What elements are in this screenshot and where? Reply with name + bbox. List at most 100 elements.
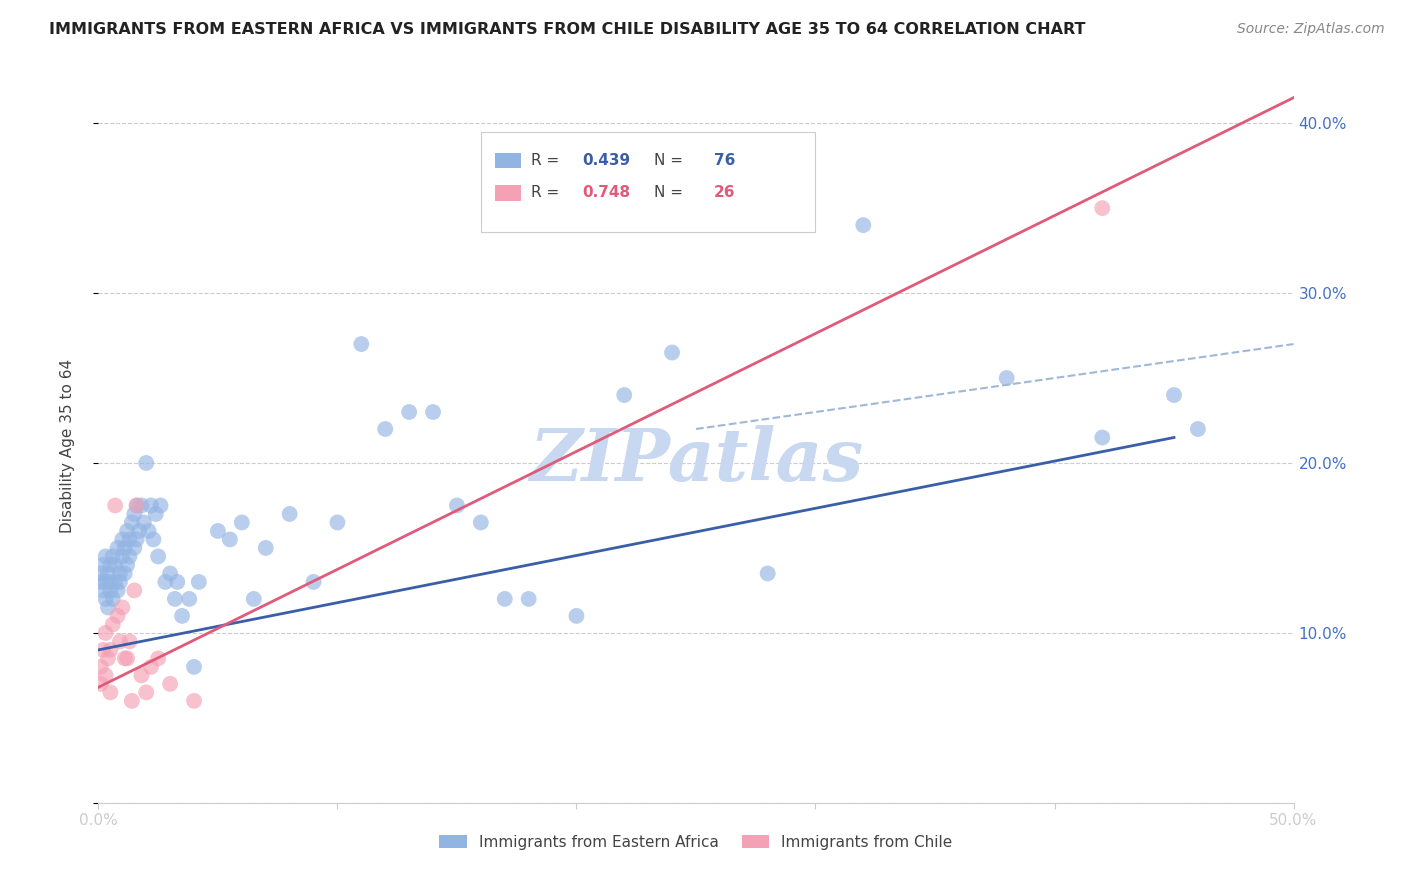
Text: Source: ZipAtlas.com: Source: ZipAtlas.com <box>1237 22 1385 37</box>
Point <box>1091 201 1114 215</box>
Point <box>91 583 114 598</box>
Point <box>565 608 588 623</box>
Point <box>494 591 516 606</box>
Point <box>107 608 129 623</box>
Point <box>90 574 112 589</box>
Point <box>98 643 122 657</box>
Point <box>124 541 146 555</box>
FancyBboxPatch shape <box>495 153 522 169</box>
Point <box>145 507 167 521</box>
Point <box>91 558 114 572</box>
Point <box>125 533 148 547</box>
Point <box>278 507 301 521</box>
Point <box>115 524 138 538</box>
Point <box>118 634 141 648</box>
Point <box>108 574 131 589</box>
Point <box>172 608 194 623</box>
Point <box>107 541 129 555</box>
Point <box>149 499 172 513</box>
Point <box>108 566 131 581</box>
Point <box>97 566 120 581</box>
Point <box>111 600 134 615</box>
Point <box>219 533 242 547</box>
Point <box>995 371 1018 385</box>
Point <box>756 566 779 581</box>
Point <box>187 574 209 589</box>
Point <box>148 651 170 665</box>
Legend: Immigrants from Eastern Africa, Immigrants from Chile: Immigrants from Eastern Africa, Immigran… <box>433 829 959 855</box>
Point <box>446 499 468 513</box>
Point <box>207 524 229 538</box>
Point <box>125 499 148 513</box>
Point <box>115 558 138 572</box>
Point <box>131 668 153 682</box>
Point <box>121 516 143 530</box>
Point <box>135 685 157 699</box>
Point <box>98 558 122 572</box>
Point <box>97 651 120 665</box>
Point <box>104 558 127 572</box>
Point <box>90 566 112 581</box>
Text: N =: N = <box>654 186 688 200</box>
Point <box>94 591 117 606</box>
Point <box>163 591 186 606</box>
Point <box>94 626 117 640</box>
Point <box>422 405 444 419</box>
Point <box>114 651 136 665</box>
Point <box>101 617 124 632</box>
Text: R =: R = <box>531 153 564 168</box>
Point <box>138 524 160 538</box>
Point <box>101 591 124 606</box>
Point <box>124 507 146 521</box>
Text: R =: R = <box>531 186 564 200</box>
Point <box>243 591 266 606</box>
Point <box>179 591 201 606</box>
Point <box>1163 388 1185 402</box>
Point <box>159 677 181 691</box>
Text: N =: N = <box>654 153 688 168</box>
Point <box>302 574 325 589</box>
Point <box>183 660 205 674</box>
Point <box>108 634 131 648</box>
Point <box>231 516 253 530</box>
Point <box>1091 430 1114 444</box>
Point <box>115 651 138 665</box>
Point <box>139 660 162 674</box>
Text: 0.748: 0.748 <box>582 186 630 200</box>
FancyBboxPatch shape <box>481 132 815 232</box>
Point <box>470 516 492 530</box>
Point <box>91 643 114 657</box>
Text: ZIPatlas: ZIPatlas <box>529 425 863 496</box>
Point <box>183 694 205 708</box>
Point <box>398 405 420 419</box>
Point <box>159 566 181 581</box>
Point <box>166 574 188 589</box>
Point <box>94 574 117 589</box>
Y-axis label: Disability Age 35 to 64: Disability Age 35 to 64 <box>60 359 75 533</box>
Point <box>104 499 127 513</box>
Point <box>254 541 277 555</box>
Point <box>98 574 122 589</box>
Point <box>121 694 143 708</box>
Point <box>148 549 170 564</box>
Point <box>132 516 155 530</box>
Point <box>101 549 124 564</box>
Point <box>125 499 148 513</box>
Point <box>661 345 683 359</box>
FancyBboxPatch shape <box>495 185 522 201</box>
Point <box>111 533 134 547</box>
Point <box>98 583 122 598</box>
Point <box>90 660 112 674</box>
Point <box>94 668 117 682</box>
Point <box>98 685 122 699</box>
Text: IMMIGRANTS FROM EASTERN AFRICA VS IMMIGRANTS FROM CHILE DISABILITY AGE 35 TO 64 : IMMIGRANTS FROM EASTERN AFRICA VS IMMIGR… <box>49 22 1085 37</box>
Point <box>111 549 134 564</box>
Text: 76: 76 <box>714 153 735 168</box>
Point <box>326 516 349 530</box>
Text: 26: 26 <box>714 186 735 200</box>
Point <box>374 422 396 436</box>
Point <box>139 499 162 513</box>
Point <box>104 574 127 589</box>
Point <box>90 677 112 691</box>
Point <box>118 549 141 564</box>
